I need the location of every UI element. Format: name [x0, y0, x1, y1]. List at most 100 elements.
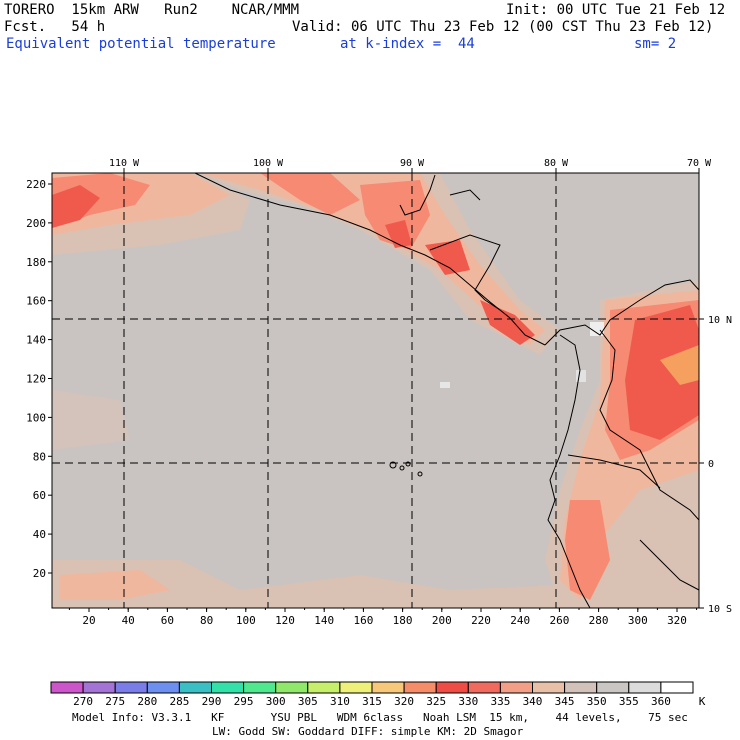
colorbar-label: 305 — [298, 695, 318, 708]
field-name: Equivalent potential temperature — [6, 36, 276, 52]
x-tick-label: 180 — [393, 614, 413, 627]
field-region-central-america — [200, 173, 560, 355]
galapagos-islands — [389, 461, 423, 477]
border-line-2 — [567, 454, 661, 489]
colorbar-swatch — [371, 681, 405, 694]
field-spot-2 — [590, 322, 604, 336]
colorbar-label: 280 — [137, 695, 157, 708]
colorbar-swatch — [435, 681, 469, 694]
theta-e-field — [52, 173, 699, 608]
y-tick-label: 60 — [33, 489, 46, 502]
colorbar-swatch — [660, 681, 694, 694]
field-region-south — [52, 560, 560, 608]
colorbar-label: 355 — [619, 695, 639, 708]
longitude-label: 70 W — [687, 158, 712, 169]
colorbar-swatch — [307, 681, 341, 694]
latitude-label: 10 N — [708, 315, 732, 326]
forecast-hour: Fcst. 54 h — [4, 19, 106, 35]
border-line-1 — [599, 329, 699, 521]
colorbar-labels: 270 275 280 285 290 295 300 305 310 315 320 325 330 3… — [73, 695, 706, 708]
y-tick-label: 220 — [26, 178, 46, 191]
colorbar-swatch — [499, 681, 533, 694]
x-tick-label: 40 — [122, 614, 135, 627]
x-tick-label: 140 — [314, 614, 334, 627]
latitude-labels: 10 N 0 10 S — [708, 315, 732, 615]
colorbar-unit: K — [699, 695, 706, 708]
longitude-label: 90 W — [400, 158, 425, 169]
physics-info: LW: Godd SW: Goddard DIFF: simple KM: 2D… — [212, 725, 524, 738]
x-tick-label: 20 — [82, 614, 95, 627]
valid-time: Valid: 06 UTC Thu 23 Feb 12 (00 CST Thu … — [292, 19, 714, 35]
colorbar-label: 270 — [73, 695, 93, 708]
colorbar-label: 290 — [202, 695, 222, 708]
field-region-sa-hot — [625, 305, 699, 440]
colorbar-swatch — [596, 681, 630, 694]
field-patch-3 — [425, 240, 470, 275]
y-tick-label: 120 — [26, 372, 46, 385]
x-tick-label: 240 — [510, 614, 530, 627]
colorbar-swatch — [467, 681, 501, 694]
colorbar-swatch — [114, 681, 148, 694]
axis-ticks — [48, 168, 704, 612]
longitude-label: 110 W — [109, 158, 140, 169]
colorbar-label: 315 — [362, 695, 382, 708]
colorbar-swatch — [628, 681, 662, 694]
border-line-3 — [639, 539, 699, 591]
colorbar-label: 340 — [523, 695, 543, 708]
coastline-caribbean — [429, 234, 501, 311]
model-info: Model Info: V3.3.1 KF YSU PBL WDM 6class… — [72, 711, 688, 724]
field-patch-5 — [385, 220, 412, 248]
coastline-west-sa — [547, 334, 591, 608]
colorbar-label: 320 — [394, 695, 414, 708]
graticule — [52, 173, 699, 608]
colorbar-swatch — [243, 681, 277, 694]
map-frame — [51, 172, 700, 609]
colorbar-label: 325 — [426, 695, 446, 708]
longitude-labels: 110 W 100 W 90 W 80 W 70 W — [109, 158, 712, 169]
x-tick-label: 60 — [161, 614, 174, 627]
x-tick-label: 120 — [275, 614, 295, 627]
latitude-label: 10 S — [708, 604, 732, 615]
x-tick-label: 80 — [200, 614, 213, 627]
colorbar-swatch — [403, 681, 437, 694]
colorbar — [50, 681, 694, 694]
colorbar-swatch — [564, 681, 598, 694]
colorbar-swatch — [211, 681, 245, 694]
grid-y-labels: 220 200 180 160 140 120 100 80 60 40 20 — [26, 178, 46, 580]
x-tick-label: 100 — [236, 614, 256, 627]
x-tick-label: 220 — [471, 614, 491, 627]
y-tick-label: 40 — [33, 528, 46, 541]
colorbar-swatch — [532, 681, 566, 694]
field-patch-7 — [60, 570, 170, 600]
x-tick-label: 260 — [549, 614, 569, 627]
init-time: Init: 00 UTC Tue 21 Feb 12 — [506, 2, 726, 18]
grid-x-labels: 20 40 60 80 100 120 140 160 180 200 220 240 260 280 30… — [82, 614, 687, 627]
coastline-north-sa — [544, 279, 699, 346]
colorbar-label: 330 — [458, 695, 478, 708]
field-patch-4 — [480, 300, 535, 345]
colorbar-label: 285 — [169, 695, 189, 708]
y-tick-label: 160 — [26, 295, 46, 308]
coastline-yucatan — [399, 174, 436, 216]
y-tick-label: 100 — [26, 411, 46, 424]
x-tick-label: 160 — [353, 614, 373, 627]
field-patch-6 — [565, 500, 610, 600]
colorbar-label: 335 — [490, 695, 510, 708]
colorbar-label: 300 — [266, 695, 286, 708]
field-region-nw-hot — [52, 185, 100, 228]
colorbar-swatch — [146, 681, 180, 694]
k-index: at k-index = 44 — [340, 36, 475, 52]
y-tick-label: 140 — [26, 334, 46, 347]
field-spot-1 — [440, 382, 450, 388]
coastline-pacific — [194, 173, 546, 346]
colorbar-swatch — [178, 681, 212, 694]
smoothing: sm= 2 — [634, 36, 677, 52]
x-tick-label: 200 — [432, 614, 452, 627]
island-cuba-edge — [449, 189, 481, 201]
x-tick-label: 300 — [628, 614, 648, 627]
colorbar-swatch — [275, 681, 309, 694]
colorbar-label: 275 — [105, 695, 125, 708]
longitude-label: 100 W — [253, 158, 284, 169]
y-tick-label: 180 — [26, 256, 46, 269]
field-patch-8 — [52, 390, 130, 450]
